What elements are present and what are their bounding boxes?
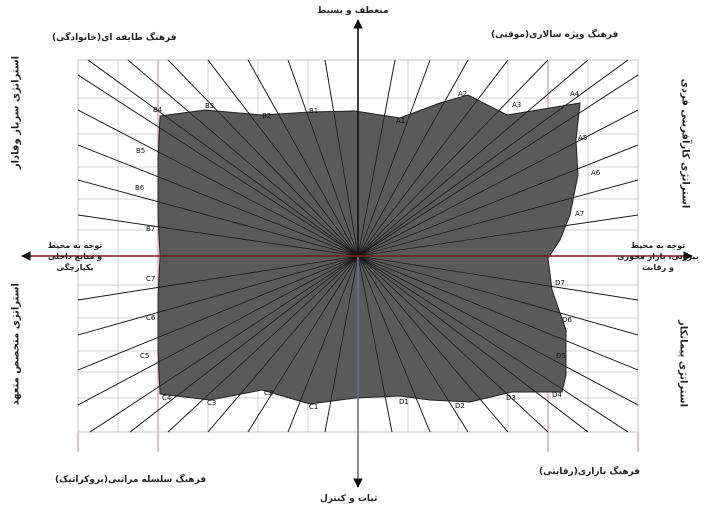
- radial-line: [77, 179, 359, 257]
- point-label-c6: C6: [146, 314, 156, 322]
- radial-line: [77, 74, 359, 257]
- point-label-b7: B7: [146, 225, 155, 233]
- strategy-right-top: استراتژی کارآفرینی فردی: [679, 78, 691, 209]
- radial-line: [207, 255, 359, 433]
- radial-line: [167, 255, 359, 433]
- radial-line: [357, 255, 393, 433]
- point-label-d2: D2: [455, 402, 465, 410]
- radial-line: [247, 255, 359, 433]
- point-label-a5: A5: [578, 134, 587, 142]
- radial-line: [287, 255, 359, 433]
- axis-left-line-1: توجه به محیط: [47, 241, 103, 250]
- point-label-d3: D3: [506, 394, 516, 402]
- strategy-right-bottom: استراتژی پیمانکار: [677, 320, 689, 407]
- radial-line: [357, 255, 589, 433]
- main-axes: [21, 19, 693, 488]
- point-label-c7: C7: [146, 275, 155, 283]
- radial-line: [287, 59, 359, 257]
- axis-left-line-3: یکپارچگی: [56, 263, 94, 272]
- radial-line: [357, 59, 589, 257]
- strategy-left-bottom: استراتژی متخصص متعهد: [10, 283, 22, 406]
- radial-line: [357, 59, 629, 257]
- point-label-a3: A3: [512, 101, 521, 109]
- axis-left-label: توجه به محیط و منابع داخلی یکپارچگی: [30, 240, 120, 273]
- axis-right-label: توجه به محیط بیرونی، بازار محوری و رقابت: [602, 240, 714, 273]
- radial-line: [77, 109, 359, 257]
- radial-line: [357, 59, 431, 257]
- radial-line: [77, 144, 359, 257]
- point-label-a4: A4: [570, 90, 580, 98]
- point-label-c4: C4: [162, 394, 172, 402]
- radial-line: [357, 109, 639, 257]
- quadrant-bottom-left: فرهنگ سلسله مراتبی(بروکراتیک): [55, 475, 207, 485]
- radial-line: [357, 255, 629, 433]
- radial-line: [77, 255, 359, 336]
- radial-line: [247, 59, 359, 257]
- axis-bottom-label: ثبات و کنترل: [320, 494, 378, 504]
- axis-top-label: منعطف و بسیط: [317, 6, 389, 16]
- point-label-d4: D4: [552, 391, 562, 399]
- quadrant-bottom-right: فرهنگ بازاری(رقابتی): [539, 467, 641, 477]
- point-label-b6: B6: [135, 184, 145, 192]
- radial-line: [89, 255, 359, 433]
- point-label-b1: B1: [309, 107, 318, 115]
- point-label-b3: B3: [205, 102, 214, 110]
- radial-line: [167, 59, 359, 257]
- point-label-a6: A6: [591, 169, 601, 177]
- radial-line: [357, 59, 549, 257]
- axis-right-line-2: بیرونی، بازار محوری: [617, 252, 699, 261]
- radial-line: [129, 255, 359, 433]
- radial-line: [324, 255, 359, 433]
- radial-line: [357, 255, 431, 433]
- point-label-c5: C5: [140, 352, 149, 360]
- radial-lines-over: [77, 59, 639, 433]
- radial-line: [357, 255, 639, 301]
- point-labels: A1 A2 A3 A4 A5 A6 A7 B1 B2 B3 B4 B5 B6 B7 C1 C2 C3 C4 C5 C6…: [135, 90, 601, 411]
- radial-line: [357, 255, 549, 433]
- point-label-d1: D1: [399, 398, 409, 406]
- quadrant-top-right: فرهنگ ویژه سالاری(موقتی): [491, 30, 619, 40]
- point-label-d6: D6: [562, 316, 572, 324]
- point-label-b5: B5: [136, 147, 145, 155]
- point-label-d5: D5: [556, 352, 566, 360]
- radial-line: [127, 59, 359, 257]
- radial-line: [77, 255, 359, 301]
- radial-line: [357, 255, 639, 406]
- radial-line: [357, 255, 509, 433]
- profile-polygon: [157, 94, 581, 405]
- quadrant-top-left: فرهنگ طایفه ای(خانوادگی): [52, 33, 177, 43]
- axis-right-line-3: و رقابت: [641, 263, 675, 272]
- radial-line: [87, 59, 359, 257]
- radial-line: [357, 74, 639, 257]
- radial-line: [357, 255, 639, 371]
- radial-line: [357, 255, 639, 336]
- point-label-d7: D7: [555, 279, 565, 287]
- point-label-c1: C1: [309, 403, 318, 411]
- radial-line: [77, 255, 359, 371]
- radial-line: [357, 59, 469, 257]
- radial-line: [357, 59, 396, 257]
- radial-line: [357, 214, 639, 257]
- radial-line: [357, 179, 639, 257]
- point-label-b2: B2: [262, 112, 271, 120]
- strategy-left-top: استراتژی سرباز وفادار: [10, 55, 22, 170]
- radial-line: [207, 59, 359, 257]
- axis-left-line-2: و منابع داخلی: [47, 252, 103, 261]
- radial-line: [357, 144, 639, 257]
- point-label-c2: C2: [264, 389, 273, 397]
- point-label-a7: A7: [575, 210, 584, 218]
- radial-line: [357, 255, 469, 433]
- axis-right-line-1: توجه به محیط: [630, 241, 686, 250]
- point-label-c3: C3: [207, 399, 216, 407]
- radial-line: [324, 59, 359, 257]
- point-label-a2: A2: [458, 90, 467, 98]
- radial-line: [357, 59, 509, 257]
- point-label-b4: B4: [153, 106, 163, 114]
- radial-line: [77, 255, 359, 406]
- radial-line: [77, 214, 359, 257]
- point-label-a1: A1: [396, 117, 405, 125]
